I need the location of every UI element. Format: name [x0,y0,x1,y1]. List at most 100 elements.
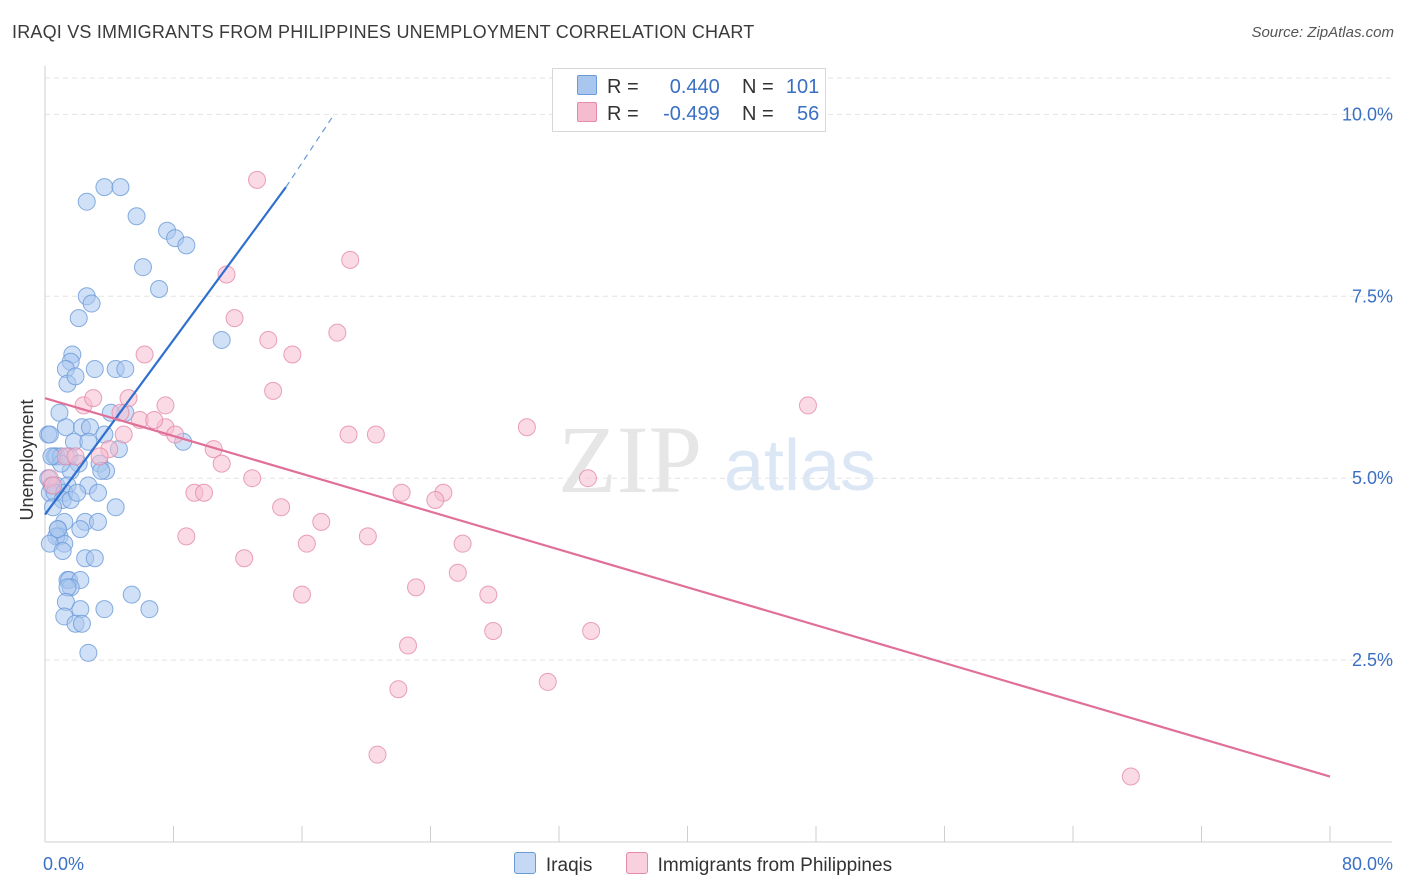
philippines-point [243,469,262,488]
philippines-point [84,389,103,408]
legend-r-value: 0.440 [669,76,720,98]
iraqi-point [95,600,114,619]
legend-r-label: R = [607,103,639,125]
philippines-point [538,672,557,691]
philippines-point [235,549,254,568]
philippines-point [44,476,63,495]
iraqi-point [68,483,87,502]
series-legend-philippines[interactable]: Immigrants from Philippines [625,852,893,877]
legend-swatch-blue [577,75,597,95]
philippines-point [156,396,175,415]
iraqi-point [212,330,231,349]
correlation-legend: R = 0.440 N = 101 R = -0.499 N = 56 [552,68,826,132]
legend-row-iraqis: R = 0.440 N = 101 [577,75,819,99]
iraqi-point [127,207,146,226]
iraqi-point [40,425,59,444]
philippines-point [264,381,283,400]
philippines-point [517,418,536,437]
philippines-point [578,469,597,488]
x-tick-label: 0.0% [43,854,84,874]
iraqi-point [89,483,108,502]
iraqi-point [106,498,125,517]
iraqi-point [79,432,98,451]
philippines-point [339,425,358,444]
y-tick-label: 10.0% [1342,104,1393,124]
legend-n-label: N = [742,76,774,98]
iraqi-trend-extension [285,114,335,188]
legend-n-label: N = [742,103,774,125]
iraqi-point [79,643,98,662]
iraqi-point [53,541,72,560]
iraqi-point [85,360,104,379]
philippines-point [368,745,387,764]
philippines-point [448,563,467,582]
y-axis-title: Unemployment [17,399,37,520]
philippines-point [389,680,408,699]
philippines-point [212,454,231,473]
y-tick-label: 5.0% [1352,468,1393,488]
philippines-trend-line [44,397,1331,778]
source-label: Source: ZipAtlas.com [1251,24,1394,41]
iraqi-point [48,520,67,539]
philippines-point [272,498,291,517]
philippines-point [145,410,164,429]
iraqi-trend-line [44,186,287,516]
y-tick-label: 2.5% [1352,650,1393,670]
philippines-point [225,309,244,328]
iraqi-point [85,549,104,568]
philippines-point [66,447,85,466]
philippines-point [312,512,331,531]
iraqi-point [44,498,63,517]
legend-n-value: 101 [785,76,820,98]
series-label-philippines: Immigrants from Philippines [657,855,893,876]
philippines-point [195,483,214,502]
philippines-point [426,491,445,510]
watermark: ZIP atlas [558,406,876,513]
philippines-point [135,345,154,364]
x-tick-label: 80.0% [1342,854,1393,874]
iraqi-point [116,360,135,379]
philippines-point [259,330,278,349]
philippines-point [283,345,302,364]
philippines-point [177,527,196,546]
philippines-point [366,425,385,444]
iraqi-point [66,367,85,386]
y-tick-label: 7.5% [1352,286,1393,306]
iraqi-point [122,585,141,604]
iraqi-point [82,294,101,313]
iraqi-point [133,258,152,277]
trend-layer [44,114,1331,778]
iraqi-point [69,309,88,328]
philippines-point [328,323,347,342]
philippines-point [399,636,418,655]
grid-layer [45,77,1392,661]
iraqi-point [72,614,91,633]
watermark-zip: ZIP [558,406,702,513]
philippines-point [217,265,236,284]
iraqi-point [89,512,108,531]
iraqi-point [71,520,90,539]
philippines-point [407,578,426,597]
philippines-point [293,585,311,604]
philippines-point [484,621,503,640]
philippines-point [453,534,472,553]
series-swatch-pink [625,852,648,874]
iraqi-point [77,192,96,211]
iraqi-point [111,178,130,197]
iraqi-point [150,280,169,299]
axis-layer [44,66,1392,843]
philippines-point [358,527,377,546]
label-layer: 2.5% 5.0% 7.5% 10.0% 0.0% 80.0% Unemployment [17,104,1393,874]
legend-r-label: R = [607,76,639,98]
watermark-atlas: atlas [724,426,876,506]
philippines-point [479,585,498,604]
philippines-point [248,170,267,189]
legend-r-value: -0.499 [663,103,720,125]
series-legend: Iraqis Immigrants from Philippines [0,852,1406,877]
philippines-point [1121,767,1140,786]
iraqi-point [140,600,159,619]
series-legend-iraqis[interactable]: Iraqis [513,852,592,877]
philippines-point [392,483,411,502]
legend-n-value: 56 [797,103,820,125]
